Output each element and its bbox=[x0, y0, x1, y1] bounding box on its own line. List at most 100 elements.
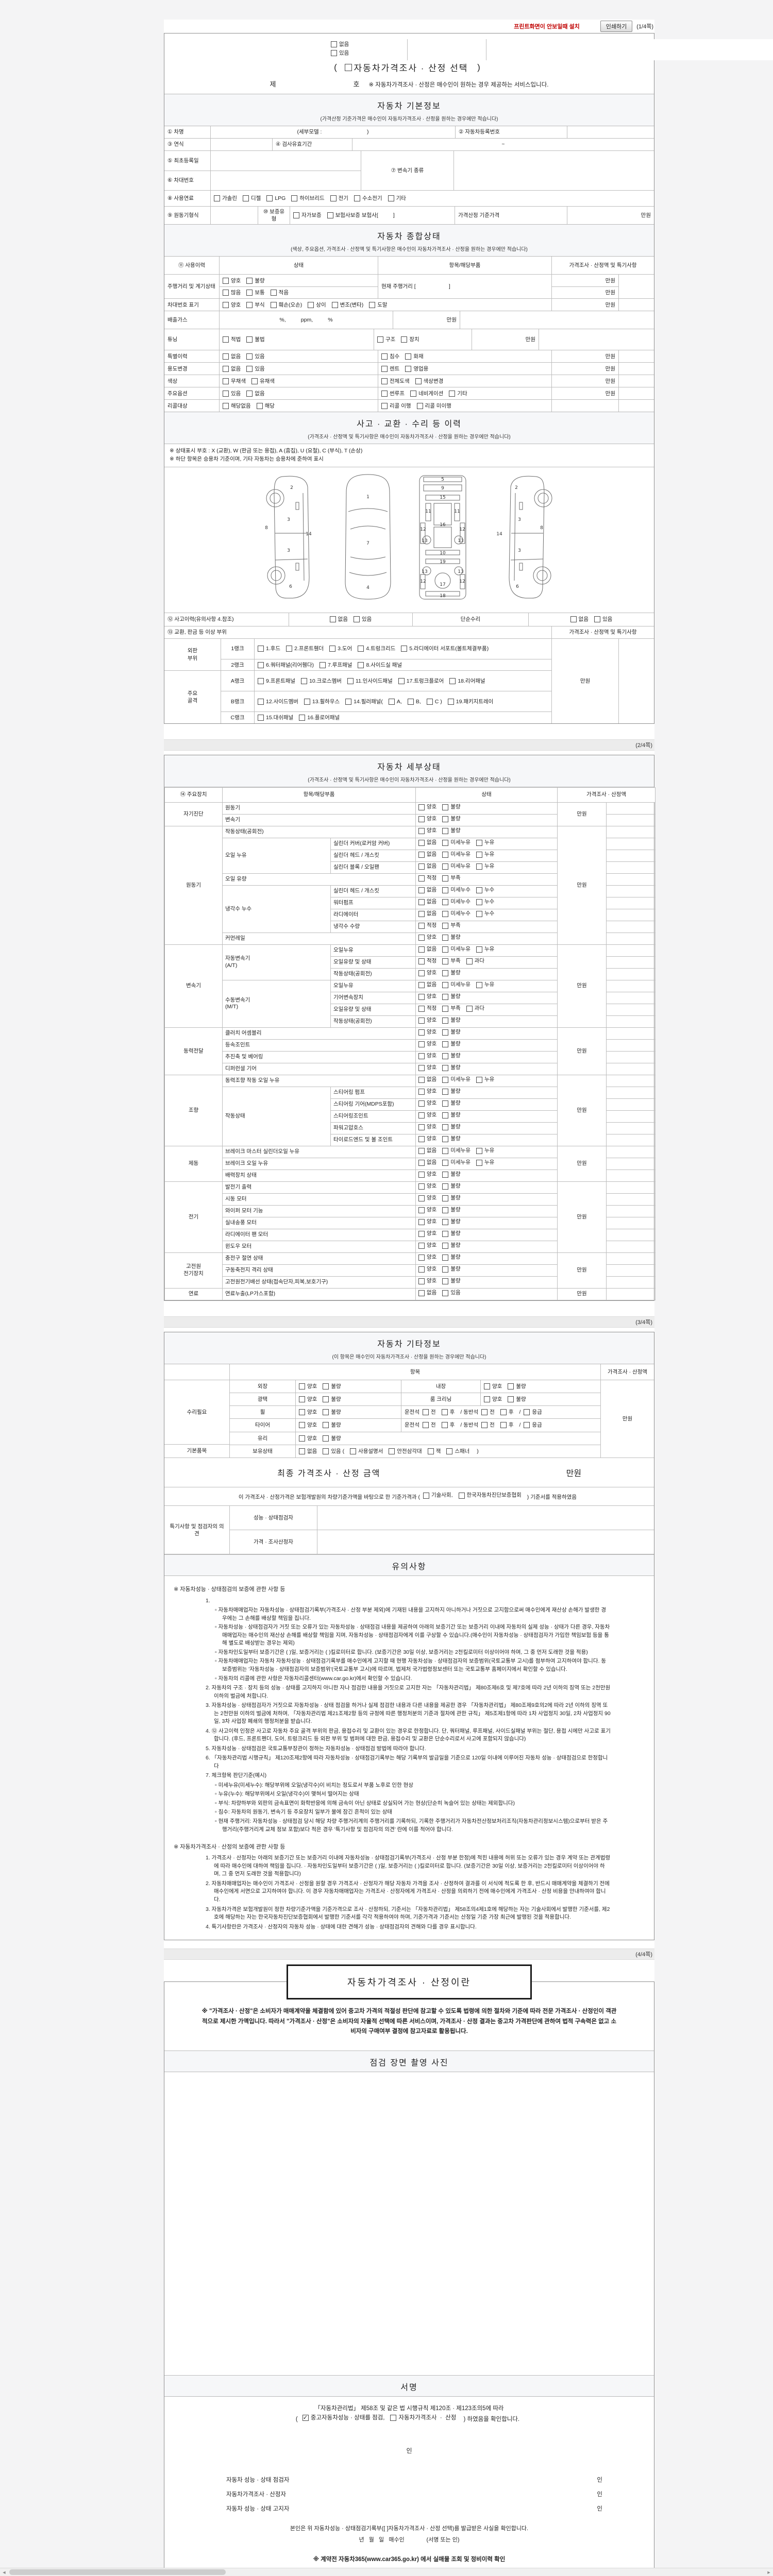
checkbox-option[interactable]: 있음 bbox=[594, 616, 612, 623]
checkbox-option[interactable]: 누유 bbox=[476, 1147, 494, 1155]
checkbox-option[interactable]: 12.사이드멤버 bbox=[258, 698, 298, 705]
checkbox-option[interactable]: 양호 bbox=[299, 1435, 317, 1442]
checkbox-option[interactable]: 적법 bbox=[223, 336, 241, 343]
checkbox-option[interactable]: 기타 bbox=[388, 195, 406, 202]
checkbox-option[interactable]: 16.플로어패널 bbox=[299, 714, 340, 721]
checkbox-option[interactable]: 리콜 이행 bbox=[381, 402, 411, 410]
checkbox-option[interactable]: 적음 bbox=[270, 289, 289, 296]
checkbox-option[interactable]: 네비게이션 bbox=[410, 390, 443, 397]
checkbox-option[interactable]: 없음 bbox=[418, 1147, 436, 1155]
checkbox-option[interactable]: 불량 bbox=[508, 1383, 526, 1390]
checkbox-option[interactable]: 자가보증 bbox=[293, 212, 322, 219]
checkbox-option[interactable]: 양호 bbox=[484, 1396, 502, 1403]
checkbox-option[interactable]: 후 bbox=[441, 1409, 455, 1416]
scroll-left-icon[interactable]: ◄ bbox=[2, 2570, 7, 2575]
checkbox-option[interactable]: 5.라디에이터 서포트(볼트체결부품) bbox=[401, 645, 489, 652]
checkbox-option[interactable]: 없음 bbox=[223, 365, 241, 372]
checkbox-option[interactable]: 불량 bbox=[442, 1112, 461, 1119]
checkbox-option[interactable]: 전기 bbox=[330, 195, 348, 202]
checkbox-option[interactable]: 양호 bbox=[418, 1124, 436, 1131]
checkbox-option[interactable]: 불량 bbox=[323, 1421, 341, 1429]
checkbox-option[interactable]: 양호 bbox=[299, 1421, 317, 1429]
checkbox-option[interactable]: 없음 bbox=[418, 899, 436, 906]
checkbox-option[interactable]: 양호 bbox=[418, 827, 436, 835]
checkbox-option[interactable]: 미세누유 bbox=[442, 981, 470, 989]
checkbox-option[interactable]: 양호 bbox=[418, 1136, 436, 1143]
checkbox-option[interactable]: 있음 ( bbox=[323, 1448, 344, 1455]
checkbox-option[interactable]: B, bbox=[407, 698, 421, 705]
checkbox-option[interactable]: 침수 bbox=[381, 353, 399, 360]
checkbox-option[interactable]: 부족 bbox=[442, 875, 461, 882]
checkbox-option[interactable]: 양호 bbox=[418, 1195, 436, 1202]
checkbox-option[interactable]: 양호 bbox=[418, 1242, 436, 1249]
checkbox-option[interactable]: 무채색 bbox=[223, 378, 246, 385]
checkbox-option[interactable]: 색상변경 bbox=[415, 378, 443, 385]
checkbox-option[interactable]: 과다 bbox=[466, 958, 484, 965]
checkbox-option[interactable]: 누유 bbox=[476, 981, 494, 989]
checkbox-option[interactable]: 양호 bbox=[299, 1383, 317, 1390]
checkbox-option[interactable]: 불량 bbox=[323, 1396, 341, 1403]
checkbox-option[interactable]: 누유 bbox=[476, 946, 494, 953]
checkbox-option[interactable]: 누수 bbox=[476, 887, 494, 894]
checkbox-option[interactable]: 렌트 bbox=[381, 365, 399, 372]
checkbox-option[interactable]: 기타 bbox=[449, 390, 467, 397]
checkbox-option[interactable]: 적정 bbox=[418, 958, 436, 965]
checkbox-option[interactable]: 없음 bbox=[418, 863, 436, 870]
checkbox-option[interactable]: 누유 bbox=[476, 1076, 494, 1083]
checkbox-option[interactable]: 기술사회, bbox=[423, 1492, 453, 1500]
checkbox-option[interactable]: 10.크로스멤버 bbox=[301, 677, 342, 685]
checkbox-option[interactable]: 불량 bbox=[442, 816, 461, 823]
checkbox-option[interactable]: 4.트렁크리드 bbox=[358, 645, 395, 652]
horizontal-scrollbar[interactable]: ◄ ► bbox=[0, 2568, 773, 2576]
checkbox-option[interactable]: 있음 bbox=[354, 616, 372, 623]
checkbox-option[interactable]: 불량 bbox=[442, 1242, 461, 1249]
checkbox-option[interactable]: 미세누유 bbox=[442, 1147, 470, 1155]
checkbox-option[interactable]: 불량 bbox=[442, 1053, 461, 1060]
checkbox-option[interactable]: 불량 bbox=[442, 1278, 461, 1285]
checkbox-option[interactable]: 미세누유 bbox=[442, 1159, 470, 1166]
checkbox-option[interactable]: 자동차가격조사 · 산정 선택 bbox=[344, 61, 468, 74]
checkbox-option[interactable]: 불량 bbox=[442, 1064, 461, 1072]
checkbox-option[interactable]: 양호 bbox=[418, 1230, 436, 1238]
checkbox-option[interactable]: 누수 bbox=[476, 899, 494, 906]
checkbox-option[interactable]: 19.패키지트레이 bbox=[447, 698, 493, 705]
checkbox-option[interactable]: 양호 bbox=[418, 1254, 436, 1261]
checkbox-option[interactable]: 후 bbox=[441, 1421, 455, 1429]
checkbox-option[interactable]: 없음 bbox=[418, 946, 436, 953]
checkbox-option[interactable]: 미세누유 bbox=[442, 839, 470, 846]
checkbox-option[interactable]: 누유 bbox=[476, 863, 494, 870]
checkbox-option[interactable]: 불량 bbox=[442, 1254, 461, 1261]
checkbox-option[interactable]: 영업용 bbox=[405, 365, 428, 372]
checkbox-option[interactable]: 가솔린 bbox=[214, 195, 237, 202]
checkbox-option[interactable]: 상이 bbox=[308, 301, 326, 309]
checkbox-option[interactable]: 불량 bbox=[323, 1409, 341, 1416]
checkbox-option[interactable]: 후 bbox=[500, 1409, 514, 1416]
checkbox-option[interactable]: 양호 bbox=[418, 970, 436, 977]
scroll-right-icon[interactable]: ► bbox=[766, 2570, 771, 2575]
checkbox-option[interactable]: 화재 bbox=[405, 353, 424, 360]
checkbox-option[interactable]: 불량 bbox=[442, 1207, 461, 1214]
checkbox-option[interactable]: 전 bbox=[481, 1421, 495, 1429]
checkbox-option[interactable]: 양호 bbox=[418, 993, 436, 1001]
checkbox-option[interactable]: 불량 bbox=[442, 934, 461, 941]
checkbox-option[interactable]: 불량 bbox=[442, 1136, 461, 1143]
checkbox-option[interactable]: 양호 bbox=[418, 1207, 436, 1214]
checkbox-option[interactable]: 없음 bbox=[223, 353, 241, 360]
checkbox-option[interactable]: 불량 bbox=[442, 1100, 461, 1107]
checkbox-option[interactable]: 디젤 bbox=[242, 195, 261, 202]
checkbox-option[interactable]: 없음 bbox=[246, 390, 265, 397]
checkbox-option[interactable]: 미세누수 bbox=[442, 899, 470, 906]
checkbox-option[interactable]: 후 bbox=[500, 1421, 514, 1429]
checkbox-option[interactable]: 양호 bbox=[418, 1088, 436, 1095]
checkbox-option[interactable]: 구조 bbox=[377, 336, 395, 343]
checkbox-option[interactable]: 불량 bbox=[442, 1041, 461, 1048]
checkbox-option[interactable]: 양호 bbox=[418, 1278, 436, 1285]
checkbox-option[interactable]: 불량 bbox=[442, 1230, 461, 1238]
checkbox-option[interactable]: 없음 bbox=[418, 851, 436, 858]
checkbox-option[interactable]: 도말 bbox=[369, 301, 388, 309]
checkbox-option[interactable]: 수소전기 bbox=[354, 195, 382, 202]
checkbox-option[interactable]: 불량 bbox=[442, 827, 461, 835]
checkbox-option[interactable]: 불량 bbox=[442, 1088, 461, 1095]
checkbox-option[interactable]: 양호 bbox=[418, 934, 436, 941]
checkbox-option[interactable]: 불량 bbox=[246, 277, 265, 284]
